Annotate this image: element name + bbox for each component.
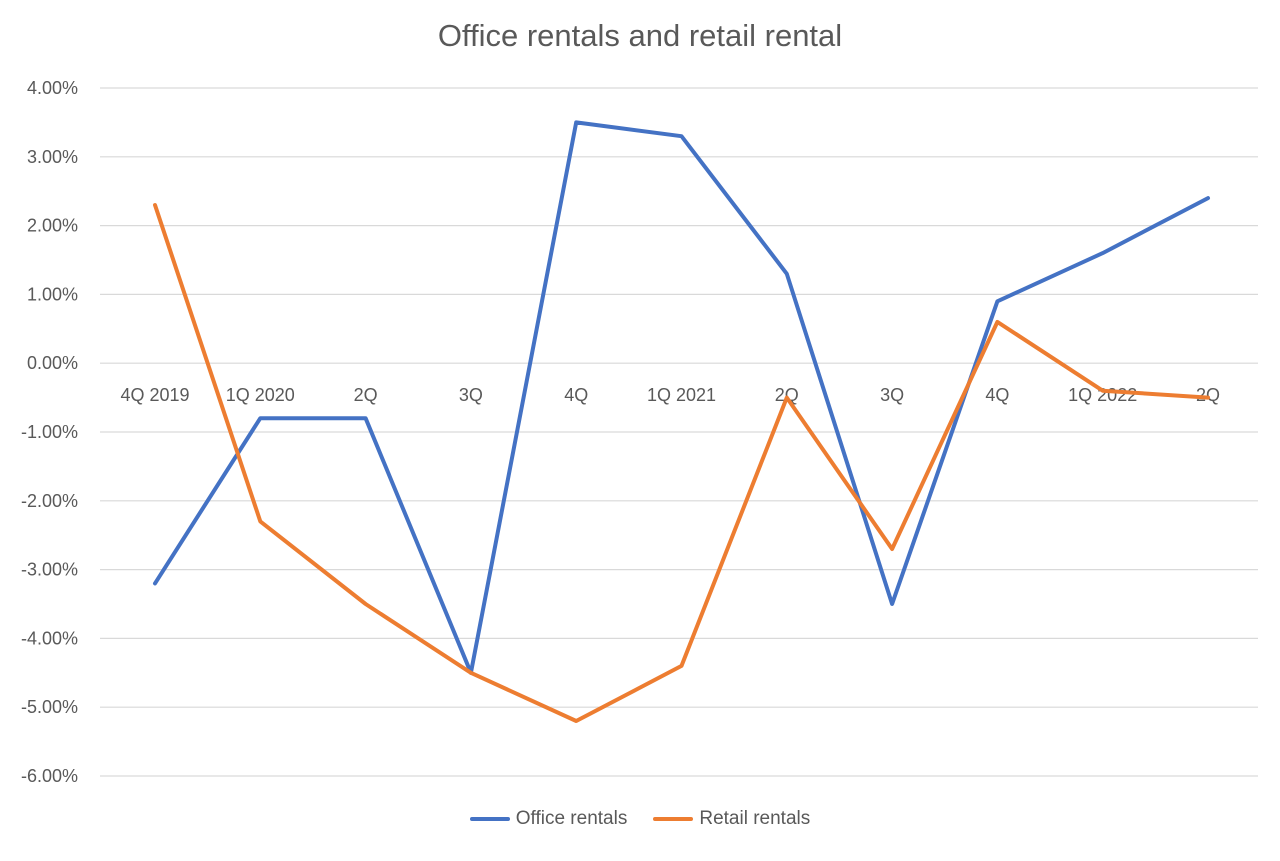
legend-swatch-office	[469, 817, 510, 821]
y-tick-label: 0.00%	[27, 353, 78, 373]
x-tick-label: 2Q	[775, 385, 799, 405]
x-tick-label: 4Q	[985, 385, 1009, 405]
y-tick-label: -5.00%	[21, 697, 78, 717]
x-tick-label: 2Q	[1196, 385, 1220, 405]
x-tick-label: 1Q 2020	[226, 385, 295, 405]
y-tick-label: 1.00%	[27, 284, 78, 304]
legend-label-retail: Retail rentals	[699, 808, 811, 829]
y-tick-label: -6.00%	[21, 766, 78, 786]
legend-item-retail: Retail rentals	[653, 808, 810, 830]
y-tick-label: -3.00%	[21, 560, 78, 580]
x-tick-label: 1Q 2022	[1068, 385, 1137, 405]
x-axis-ticks: 4Q 2019 1Q 2020 2Q 3Q 4Q 1Q 2021 2Q 3Q 4Q 1Q 2022…	[120, 385, 1220, 405]
legend-swatch-retail	[653, 817, 694, 821]
y-tick-label: 2.00%	[27, 216, 78, 236]
x-tick-label: 4Q	[564, 385, 588, 405]
y-axis-ticks: 4.00% 3.00% 2.00% 1.00% 0.00% -1.00% -2.00% -3.…	[21, 78, 78, 786]
y-tick-label: 3.00%	[27, 147, 78, 167]
series-lines	[153, 120, 1210, 723]
series-line-retail-rentals	[153, 203, 1210, 723]
series-line-office-rentals	[153, 120, 1210, 675]
chart-title: Office rentals and retail rental	[437, 18, 843, 53]
x-tick-label: 2Q	[354, 385, 378, 405]
legend: Office rentals Retail rentals	[0, 808, 1280, 830]
y-tick-label: 4.00%	[27, 78, 78, 98]
gridlines	[100, 87, 1258, 777]
x-tick-label: 4Q 2019	[120, 385, 189, 405]
legend-label-office: Office rentals	[515, 808, 628, 829]
x-tick-label: 1Q 2021	[647, 385, 716, 405]
x-tick-label: 3Q	[880, 385, 904, 405]
y-tick-label: -2.00%	[21, 491, 78, 511]
y-tick-label: -1.00%	[21, 422, 78, 442]
x-tick-label: 3Q	[459, 385, 483, 405]
y-tick-label: -4.00%	[21, 628, 78, 648]
legend-item-office: Office rentals	[469, 808, 628, 830]
